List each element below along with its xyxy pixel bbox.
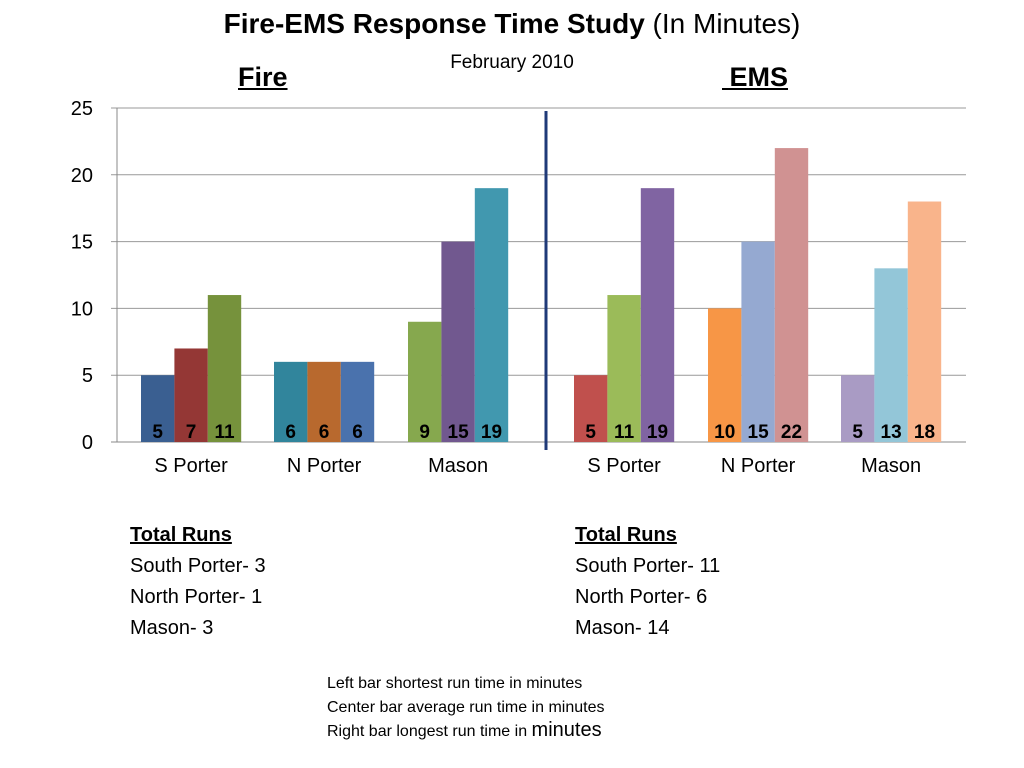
- bar-ems-n-porter-average: [741, 241, 775, 442]
- bar-ems-mason-shortest: [841, 375, 875, 442]
- data-label: 13: [881, 422, 902, 443]
- legend-note-left-bar: Left bar shortest run time in minutes: [327, 675, 583, 692]
- category-label: S Porter: [587, 455, 661, 477]
- bar-fire-s-porter-shortest: [141, 375, 175, 442]
- bar-fire-n-porter-longest: [340, 361, 375, 442]
- data-label: 5: [152, 422, 163, 443]
- bar-ems-n-porter-shortest: [708, 308, 742, 442]
- data-label: 11: [214, 422, 235, 443]
- bar-ems-n-porter-longest: [774, 148, 809, 442]
- response-time-chart: 0 5 10 15 20 25 5 7 11 S Porter 6 6 6 N Porter 9 15 19 Ma…: [71, 98, 966, 477]
- bar-legend-note: Left bar shortest run time in minutes Ce…: [327, 672, 604, 744]
- category-label: Mason: [861, 455, 921, 477]
- y-tick-label: 10: [71, 298, 93, 320]
- data-label: 6: [352, 422, 363, 443]
- fire-total-runs-heading: Total Runs: [130, 524, 232, 546]
- data-label: 19: [481, 422, 502, 443]
- ems-runs-north-porter: North Porter- 6: [575, 586, 708, 608]
- bar-ems-s-porter-average: [607, 295, 641, 442]
- bar-fire-mason-average: [441, 241, 475, 442]
- category-label: Mason: [428, 455, 488, 477]
- fire-total-runs: Total Runs South Porter- 3 North Porter-…: [130, 520, 266, 644]
- bar-ems-s-porter-longest: [640, 188, 675, 442]
- data-label: 15: [448, 422, 470, 443]
- y-tick-label: 25: [71, 98, 93, 120]
- bar-fire-s-porter-longest: [207, 295, 242, 442]
- data-label: 6: [285, 422, 296, 443]
- fire-section-title: Fire: [238, 62, 288, 92]
- y-tick-label: 0: [82, 432, 93, 454]
- y-tick-label: 5: [82, 365, 93, 387]
- y-tick-label: 20: [71, 165, 93, 187]
- bar-ems-mason-longest: [907, 201, 942, 442]
- ems-section-title: EMS: [722, 62, 789, 92]
- category-label: N Porter: [721, 455, 796, 477]
- legend-note-right-bar: Right bar longest run time in minutes: [327, 719, 604, 744]
- data-label: 6: [319, 422, 330, 443]
- ems-runs-south-porter: South Porter- 11: [575, 555, 721, 577]
- y-tick-label: 15: [71, 232, 93, 254]
- bar-fire-s-porter-average: [174, 348, 208, 442]
- data-label: 19: [647, 422, 668, 443]
- data-label: 7: [186, 422, 197, 443]
- data-label: 22: [781, 422, 802, 443]
- bar-fire-n-porter-shortest: [274, 361, 308, 442]
- bar-ems-mason-average: [874, 268, 908, 442]
- chart-title-units: (In Minutes): [644, 8, 801, 39]
- fire-runs-mason: Mason- 3: [130, 617, 214, 639]
- bar-fire-n-porter-average: [307, 361, 341, 442]
- legend-note-center-bar: Center bar average run time in minutes: [327, 698, 605, 716]
- data-label: 10: [714, 422, 735, 443]
- data-label: 9: [419, 422, 430, 443]
- bar-fire-mason-shortest: [408, 321, 442, 442]
- bar-fire-mason-longest: [474, 188, 509, 442]
- ems-runs-mason: Mason- 14: [575, 617, 670, 639]
- legend-note-right-bar-text: Right bar longest run time in: [327, 723, 532, 740]
- chart-subtitle: February 2010: [450, 52, 574, 73]
- data-label: 5: [852, 422, 863, 443]
- ems-total-runs: Total Runs South Porter- 11 North Porter…: [575, 520, 720, 644]
- chart-title-main: Fire-EMS Response Time Study: [223, 8, 645, 39]
- bar-ems-s-porter-shortest: [574, 375, 608, 442]
- fire-runs-south-porter: South Porter- 3: [130, 555, 266, 577]
- ems-total-runs-heading: Total Runs: [575, 524, 677, 546]
- data-label: 18: [914, 422, 935, 443]
- category-label: N Porter: [287, 455, 362, 477]
- data-label: 15: [748, 422, 770, 443]
- chart-title: Fire-EMS Response Time Study (In Minutes…: [0, 8, 1024, 40]
- data-label: 11: [614, 422, 635, 443]
- data-label: 5: [585, 422, 596, 443]
- legend-note-minutes: minutes: [531, 719, 602, 741]
- category-label: S Porter: [154, 455, 228, 477]
- fire-runs-north-porter: North Porter- 1: [130, 586, 263, 608]
